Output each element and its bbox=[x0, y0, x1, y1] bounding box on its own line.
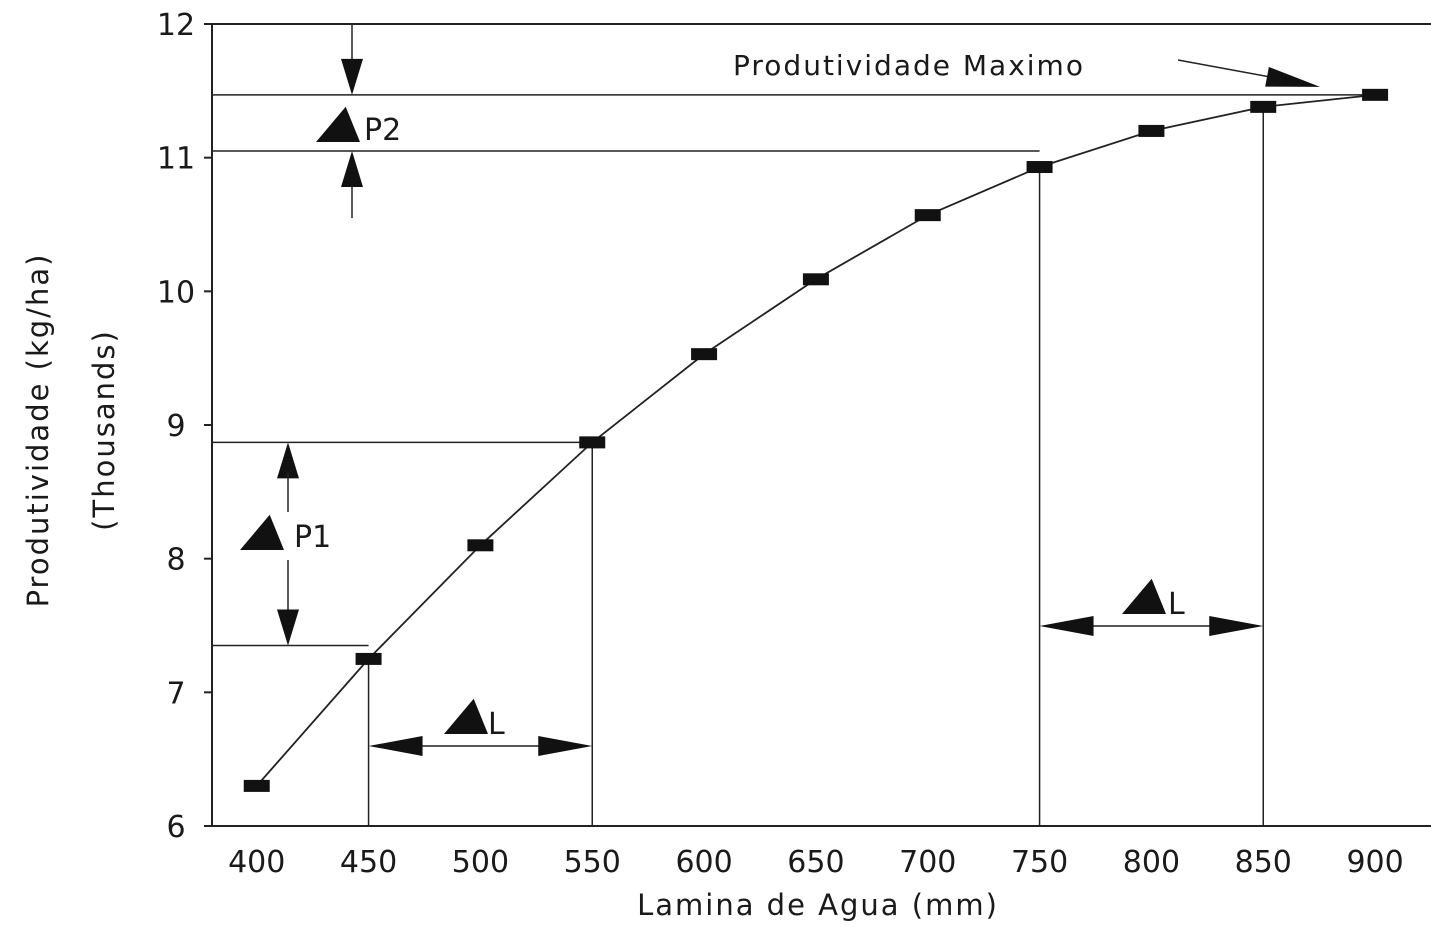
delta-l-right-icon bbox=[1122, 578, 1166, 614]
delta-l-left-label: L bbox=[488, 707, 505, 742]
delta-p2-icon bbox=[316, 106, 360, 142]
p1-arrow-bottom-head bbox=[277, 609, 299, 646]
y-axis-subtitle: (Thousands) bbox=[87, 329, 121, 531]
x-tick-label: 900 bbox=[1346, 845, 1403, 880]
x-axis-title: Lamina de Agua (mm) bbox=[637, 888, 999, 922]
delta-l-right-label: L bbox=[1168, 587, 1185, 622]
l-left-arrow-head-left bbox=[368, 736, 423, 756]
x-tick-label: 500 bbox=[452, 845, 509, 880]
x-tick-label: 800 bbox=[1123, 845, 1180, 880]
tick-labels-group: 400 450 500 550 600 650 700 750 800 850 900 6 7 8 9 10 1… bbox=[157, 8, 1404, 880]
delta-p1-icon bbox=[240, 514, 284, 550]
x-tick-label: 700 bbox=[899, 845, 956, 880]
y-tick-label: 9 bbox=[166, 409, 185, 444]
delta-l-left-icon bbox=[444, 698, 488, 734]
y-axis-title: Produtividade (kg/ha) bbox=[21, 253, 55, 608]
y-tick-label: 11 bbox=[157, 142, 195, 177]
series-group bbox=[243, 88, 1389, 792]
x-tick-label: 650 bbox=[787, 845, 844, 880]
data-point bbox=[355, 652, 382, 665]
l-left-arrow-head-right bbox=[538, 736, 593, 756]
data-point bbox=[1026, 161, 1053, 174]
y-tick-label: 12 bbox=[157, 8, 195, 43]
annotations-group: Produtividade Maximo P2 P1 L L bbox=[294, 49, 1185, 742]
y-tick-label: 7 bbox=[166, 676, 185, 711]
y-tick-label: 8 bbox=[166, 543, 185, 578]
y-tick-label: 6 bbox=[166, 810, 185, 845]
data-point bbox=[691, 348, 718, 361]
x-tick-label: 400 bbox=[228, 845, 285, 880]
x-tick-label: 550 bbox=[564, 845, 621, 880]
p2-arrow-bottom-head bbox=[341, 150, 363, 187]
data-point bbox=[243, 779, 270, 792]
x-tick-label: 450 bbox=[340, 845, 397, 880]
y-tick-label: 10 bbox=[157, 275, 195, 310]
guide-lines-group bbox=[212, 24, 1376, 826]
x-tick-label: 750 bbox=[1011, 845, 1068, 880]
data-point bbox=[1250, 100, 1277, 113]
delta-p2-label: P2 bbox=[364, 113, 401, 148]
series-line bbox=[256, 93, 1376, 787]
p2-arrow-top-head bbox=[341, 58, 363, 95]
delta-p1-label: P1 bbox=[294, 520, 331, 555]
data-point bbox=[1138, 124, 1165, 137]
max-pointer-head bbox=[1265, 66, 1321, 87]
data-point bbox=[914, 209, 941, 222]
l-right-arrow-head-right bbox=[1209, 616, 1264, 636]
data-point bbox=[467, 539, 494, 552]
data-point bbox=[579, 436, 606, 449]
x-tick-label: 850 bbox=[1235, 845, 1292, 880]
max-annotation-label: Produtividade Maximo bbox=[733, 49, 1085, 82]
p1-arrow-top-head bbox=[277, 442, 299, 479]
x-tick-label: 600 bbox=[675, 845, 732, 880]
data-point bbox=[802, 273, 829, 286]
max-pointer-shaft bbox=[1177, 59, 1281, 80]
l-right-arrow-head-left bbox=[1039, 616, 1094, 636]
plot-frame-group bbox=[204, 23, 1431, 827]
data-point bbox=[1362, 88, 1389, 101]
